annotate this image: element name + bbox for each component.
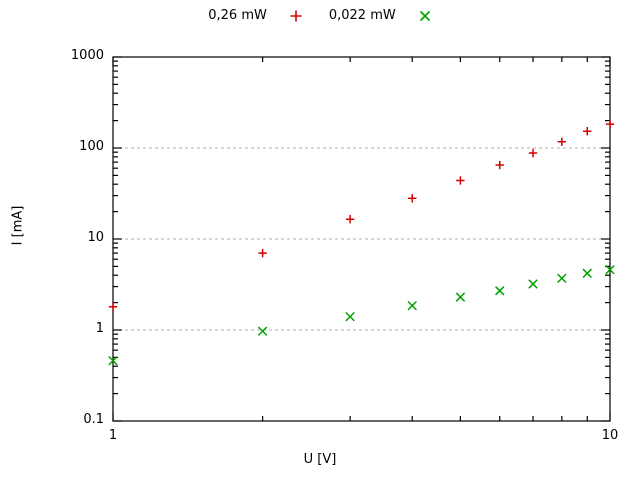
y-tick-label: 100 (79, 139, 104, 154)
data-point (528, 279, 538, 289)
legend-label-series-2: 0,022 mW (328, 7, 396, 23)
data-points-series-1 (108, 119, 615, 311)
x-tick-label: 1 (108, 428, 118, 443)
data-point (407, 300, 417, 311)
data-point (456, 176, 465, 185)
data-point (258, 248, 267, 258)
plus-marker-icon (289, 8, 303, 22)
y-tick-label: 0.1 (83, 412, 104, 427)
legend-label-series-1: 0,26 mW (208, 7, 267, 23)
legend-entry-series-2: 0,022 mW (329, 8, 432, 23)
y-tick-label: 10 (87, 230, 104, 245)
data-point (528, 148, 538, 158)
plot-frame (112, 56, 611, 422)
y-tick-label: 1 (95, 321, 104, 336)
legend-entry-series-1: 0,26 mW (208, 8, 303, 23)
data-point (257, 326, 268, 336)
data-point (557, 137, 567, 146)
grid-lines (113, 147, 610, 331)
data-point (583, 126, 592, 136)
data-point (345, 311, 355, 322)
data-point (108, 302, 118, 311)
y-axis-title: I [mA] (10, 205, 26, 246)
data-point (582, 268, 592, 279)
x-axis-title: U [V] (303, 452, 337, 467)
data-point (455, 292, 466, 302)
chart-legend: 0,26 mW 0,022 mW (0, 2, 640, 28)
data-point (605, 264, 615, 275)
data-point (495, 286, 505, 296)
data-point (108, 355, 118, 366)
data-point (557, 273, 567, 284)
data-point (605, 119, 615, 129)
data-point (408, 194, 417, 203)
data-points-series-2 (108, 264, 615, 366)
y-tick-label: 1000 (70, 48, 104, 63)
x-tick-label: 10 (601, 428, 619, 443)
data-point (345, 215, 355, 224)
cross-marker-icon (418, 8, 432, 22)
data-point (495, 160, 504, 170)
